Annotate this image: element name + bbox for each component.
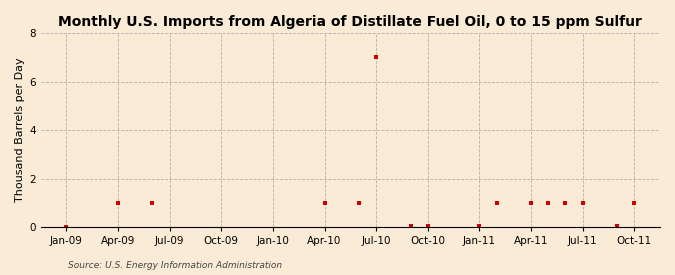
Title: Monthly U.S. Imports from Algeria of Distillate Fuel Oil, 0 to 15 ppm Sulfur: Monthly U.S. Imports from Algeria of Dis… — [59, 15, 643, 29]
Y-axis label: Thousand Barrels per Day: Thousand Barrels per Day — [15, 58, 25, 202]
Text: Source: U.S. Energy Information Administration: Source: U.S. Energy Information Administ… — [68, 260, 281, 270]
